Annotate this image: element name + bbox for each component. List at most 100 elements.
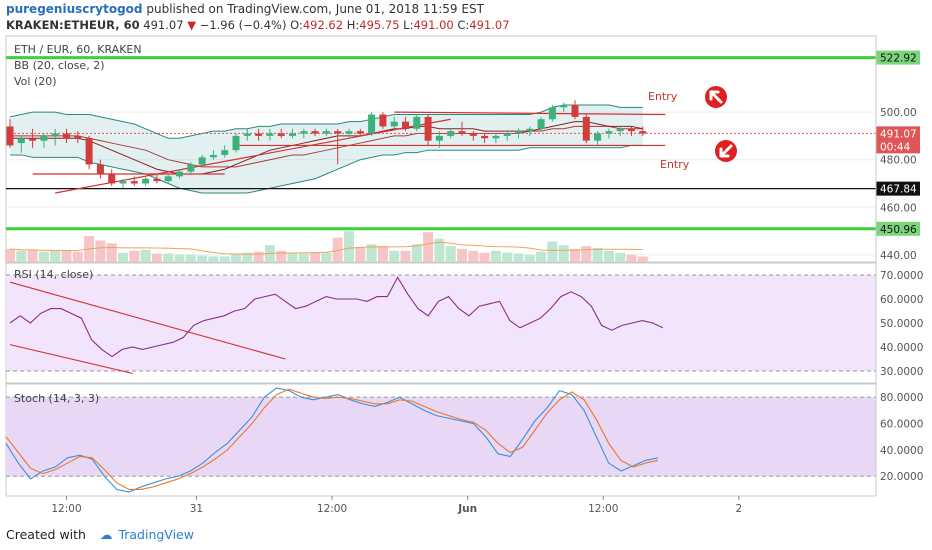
rsi-tick-label: 70.0000 xyxy=(880,270,923,282)
volume-bar xyxy=(524,254,535,262)
volume-bar xyxy=(603,250,614,262)
volume-bar xyxy=(197,255,208,262)
trend-line xyxy=(55,118,451,194)
candle-body xyxy=(548,107,556,120)
volume-bar xyxy=(185,254,196,262)
published-text: published on TradingView.com, June 01, 2… xyxy=(146,2,484,16)
candle-body xyxy=(29,138,37,141)
trend-line xyxy=(394,111,666,116)
volume-bar xyxy=(490,250,501,262)
candle-body xyxy=(164,176,172,182)
bollinger-bands xyxy=(9,104,643,194)
publish-header: puregeniuscrytogod published on TradingV… xyxy=(6,2,484,16)
price-label-box xyxy=(876,139,920,154)
candle-body xyxy=(96,164,104,174)
price-tick-label: 500.00 xyxy=(880,107,917,119)
rsi-tick-label: 30.0000 xyxy=(880,366,923,378)
volume-bar xyxy=(581,246,592,262)
candle-body xyxy=(6,126,14,146)
symbol-ohlc-header: KRAKEN:ETHEUR, 60 491.07 ▼ −1.96 (−0.4%)… xyxy=(6,18,510,32)
price-axis: 500.00 480.00 460.00 440.00 522.92 491.0700:4… xyxy=(876,50,923,483)
candle-body xyxy=(447,131,455,136)
candlesticks xyxy=(6,100,647,189)
close-label: C: xyxy=(457,18,470,32)
candle-body xyxy=(153,178,161,182)
volume-bar xyxy=(377,246,388,262)
time-tick-label: 2 xyxy=(736,503,743,515)
low-label: L: xyxy=(403,18,414,32)
candle-body xyxy=(221,150,229,155)
candle-body xyxy=(424,116,432,141)
candle-body xyxy=(628,128,635,132)
candle-body xyxy=(402,121,409,129)
entry-annotation-top: Entry xyxy=(648,90,678,103)
candle-body xyxy=(503,133,511,136)
volume-bar xyxy=(27,249,38,262)
volume-bar xyxy=(344,231,354,262)
candle-body xyxy=(334,131,342,134)
volume-bar xyxy=(50,250,61,262)
candle-body xyxy=(51,133,59,136)
price-tick-label: 440.00 xyxy=(880,250,917,262)
candle-body xyxy=(492,135,500,139)
candle-body xyxy=(481,135,489,139)
tradingview-brand[interactable]: TradingView xyxy=(118,527,194,542)
candle-body xyxy=(379,114,387,127)
volume-bar xyxy=(16,250,27,262)
candle-body xyxy=(266,133,274,136)
candle-body xyxy=(311,131,319,134)
time-tick-label: Jun xyxy=(457,503,477,515)
candle-body xyxy=(176,171,183,177)
volume-bar xyxy=(72,251,83,262)
rsi-indicator xyxy=(6,274,876,374)
chart-canvas[interactable]: 500.00 480.00 460.00 440.00 522.92 491.07 00:4… xyxy=(0,0,932,520)
rsi-trend-line xyxy=(9,344,133,374)
author-link[interactable]: puregeniuscrytogod xyxy=(6,2,143,16)
volume-bar xyxy=(479,252,490,262)
volume-ma-line xyxy=(9,241,643,255)
volume-bar xyxy=(321,252,332,262)
candle-body xyxy=(435,135,443,141)
stoch-d-line xyxy=(5,388,659,490)
time-tick-label: 12:00 xyxy=(51,503,81,515)
candle-body xyxy=(571,104,579,117)
created-with-text: Created with xyxy=(6,527,86,542)
price-label-text: 00:44 xyxy=(880,141,911,153)
price-label-box xyxy=(876,221,920,236)
volume-bar xyxy=(615,252,626,262)
volume-bar xyxy=(457,248,467,262)
price-label-box xyxy=(876,126,920,141)
vol-label: Vol (20) xyxy=(14,75,57,88)
rsi-band xyxy=(6,275,876,371)
stoch-band xyxy=(6,397,876,477)
candle-body xyxy=(356,131,364,134)
price-tick-label: 480.00 xyxy=(880,155,917,167)
high-label: H: xyxy=(346,18,360,32)
time-tick-label: 12:00 xyxy=(588,503,618,515)
candle-body xyxy=(289,133,296,136)
volume-bar xyxy=(445,246,456,262)
rsi-trend-line xyxy=(9,281,286,360)
price-label-text: 522.92 xyxy=(880,53,917,65)
close-value: 491.07 xyxy=(469,18,510,32)
volume-bar xyxy=(400,250,411,262)
volume-bars xyxy=(5,231,648,262)
candle-body xyxy=(198,157,206,165)
candle-body xyxy=(142,178,150,184)
price-label-box xyxy=(876,181,920,196)
stoch-indicator xyxy=(5,387,876,493)
bb-lower-line xyxy=(10,144,643,194)
candle-body xyxy=(243,133,251,136)
price-tick-label: 460.00 xyxy=(880,202,917,214)
candle-body xyxy=(526,128,534,132)
candle-body xyxy=(17,138,25,144)
volume-bar xyxy=(502,252,513,262)
volume-bar xyxy=(310,252,321,262)
footer: Created with ☁ TradingView xyxy=(6,527,194,542)
rsi-tick-label: 50.0000 xyxy=(880,318,923,330)
volume-bar xyxy=(61,250,72,262)
volume-bar xyxy=(355,247,366,262)
volume-bar xyxy=(287,252,298,262)
stoch-tick-label: 40.0000 xyxy=(880,445,923,457)
pair-label: ETH / EUR, 60, KRAKEN xyxy=(14,43,142,56)
